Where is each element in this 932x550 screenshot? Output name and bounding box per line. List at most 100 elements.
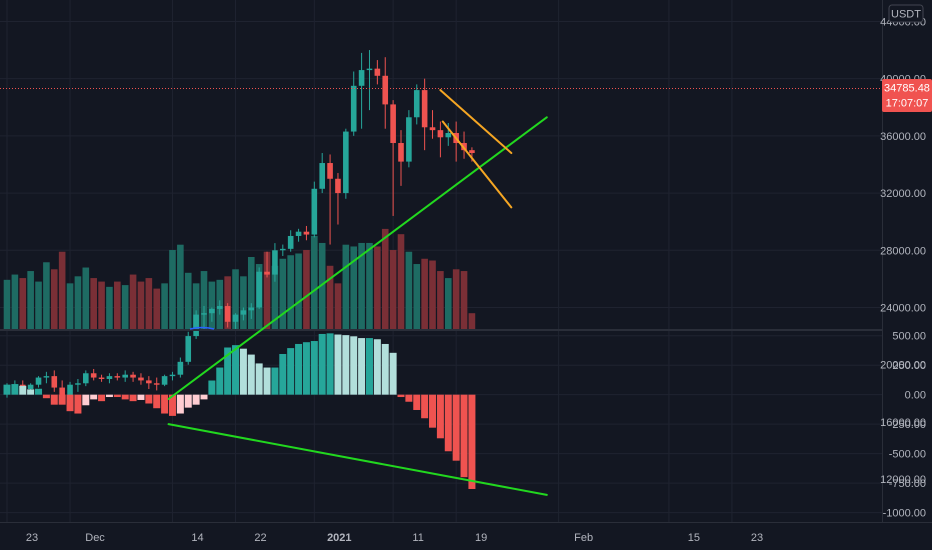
volume-bar [311, 235, 318, 329]
macd-histogram-bar [444, 394, 452, 452]
macd-histogram-bar [421, 394, 429, 419]
candle-body [343, 131, 349, 194]
time-tick-label: Dec [85, 532, 105, 544]
candle-body [146, 380, 152, 384]
macd-histogram-bar [389, 352, 397, 395]
volume-bar [421, 258, 428, 329]
candle-body [311, 188, 318, 235]
candle-body [374, 68, 381, 76]
volume-bar [318, 242, 326, 329]
volume-bar [177, 244, 184, 329]
volume-bar [334, 283, 342, 329]
macd-histogram-bar [255, 363, 263, 395]
candle-body [216, 306, 223, 309]
macd-histogram-bar [310, 341, 318, 395]
support-trendline [167, 116, 548, 401]
candle-body [169, 374, 176, 377]
volume-bar [303, 249, 310, 329]
macd-histogram-bar [247, 354, 255, 395]
candle-body [413, 90, 420, 118]
candle-body [122, 374, 128, 378]
price-tick-label: 20000.00 [880, 360, 926, 372]
candle-body [280, 248, 286, 251]
candle-body [406, 117, 412, 162]
volume-bar [429, 260, 436, 329]
macd-histogram-bar [200, 394, 208, 400]
volume-bar [169, 249, 176, 329]
volume-bar [27, 271, 34, 329]
volume-bar [137, 281, 145, 329]
macd-histogram-bar [460, 394, 468, 478]
macd-histogram-bar [295, 343, 303, 395]
macd-histogram-bar [302, 342, 310, 395]
time-tick-label: Feb [574, 532, 593, 544]
macd-histogram-bar [373, 339, 381, 395]
volume-bar [161, 283, 168, 329]
macd-histogram-bar [397, 394, 405, 398]
last-price-value: 34785.48 [884, 83, 930, 95]
macd-histogram-bar [452, 394, 460, 461]
time-axis[interactable]: 23 Dec 14 22 2021 11 19 Feb 15 23 [26, 532, 763, 544]
currency-label-box[interactable]: USDT [888, 4, 924, 23]
macd-tick-label: 250.00 [892, 360, 926, 372]
volume-bar [374, 246, 381, 329]
macd-histogram-bar [358, 338, 366, 395]
candle-body [75, 383, 81, 385]
macd-tick-label: -1000.00 [883, 508, 926, 520]
volume-bar [326, 265, 334, 329]
time-tick-label: 23 [751, 532, 763, 544]
macd-histogram-bar [161, 394, 169, 414]
time-tick-label: 15 [688, 532, 700, 544]
volume-bar [98, 281, 105, 329]
candle-body [358, 70, 365, 86]
channel-line [439, 89, 513, 155]
macd-histogram-bar [137, 394, 145, 400]
candle-body [398, 143, 404, 162]
time-axis-panel[interactable] [0, 522, 882, 550]
volume-bar [232, 269, 239, 329]
time-tick-label: 11 [412, 532, 423, 544]
macd-histogram-bar [192, 394, 200, 405]
macd-histogram-bar [90, 394, 98, 400]
candle-body [272, 250, 278, 275]
candle-body [437, 130, 444, 138]
macd-histogram-bar [98, 394, 106, 402]
candle-body [177, 361, 184, 375]
macd-histogram-bar [279, 353, 287, 395]
candle-body [201, 313, 207, 315]
volume-bar [106, 286, 113, 329]
candle-body [193, 314, 199, 337]
volume-bar [35, 281, 42, 329]
volume-bar [460, 271, 468, 329]
volume-ma-line [189, 326, 215, 330]
price-axis[interactable]: 44000.0040000.0036000.0032000.0028000.00… [880, 16, 926, 486]
macd-tick-label: -750.00 [889, 478, 926, 490]
pane-divider[interactable] [0, 329, 882, 331]
macd-tick-label: 500.00 [892, 331, 926, 343]
volume-bar [358, 242, 365, 329]
macd-histogram-bar [35, 388, 43, 395]
macd-histogram-bar [413, 394, 421, 410]
candle-body [185, 336, 192, 362]
volume-bar [287, 255, 294, 329]
macd-histogram-bar [176, 394, 184, 414]
drawing-tools[interactable] [167, 89, 548, 496]
volume-bar [350, 246, 358, 329]
candle-body [59, 387, 65, 398]
candle-body [106, 376, 113, 379]
candle-body [27, 384, 34, 389]
candle-body [240, 310, 247, 315]
volume-bar [11, 274, 19, 329]
candle-body [114, 376, 121, 378]
candle-body [232, 314, 239, 322]
candle-body [461, 143, 467, 151]
macd-axis[interactable]: 500.00 250.00 0.00 -250.00 -500.00 -750.00 -10… [883, 331, 926, 520]
volume-bar [366, 242, 373, 329]
volume-bar [19, 278, 27, 329]
volume-bar [444, 278, 452, 329]
volume-bar [74, 276, 82, 329]
macd-histogram-bar [3, 384, 11, 395]
macd-histogram-bar [168, 394, 176, 416]
macd-histogram-bar [66, 394, 74, 412]
